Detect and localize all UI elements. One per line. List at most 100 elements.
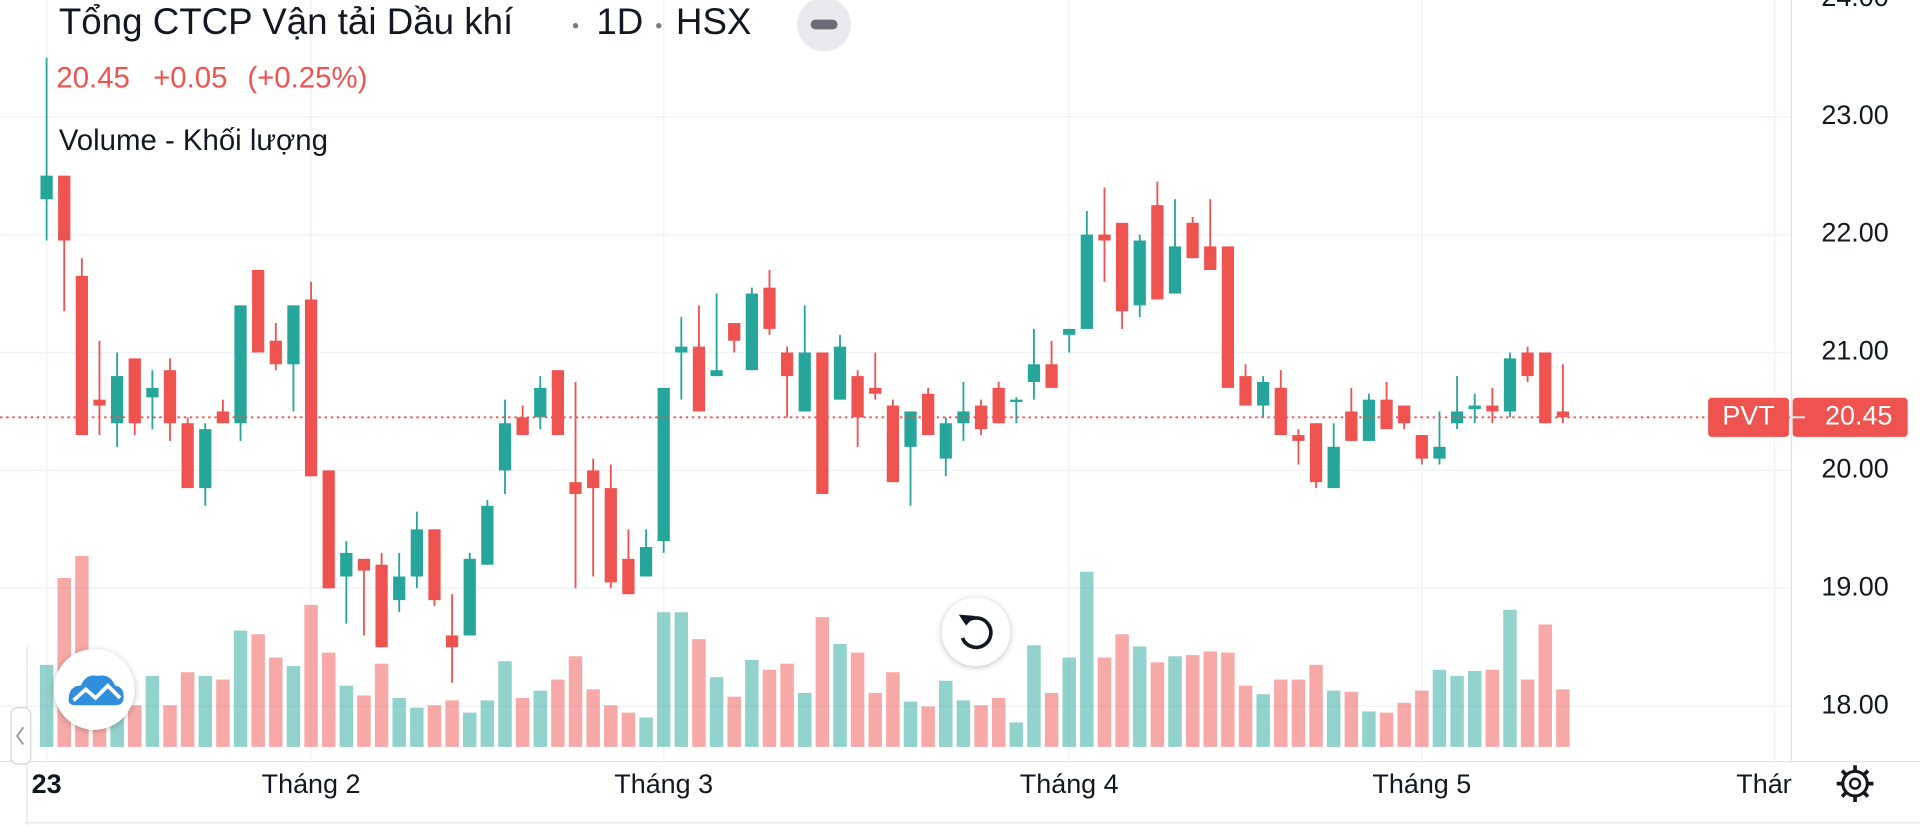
candle-body xyxy=(269,340,282,365)
volume-bar xyxy=(1291,679,1306,747)
y-tick-label: 18.00 xyxy=(1821,689,1888,719)
exchange: HSX xyxy=(676,1,752,42)
candle-body xyxy=(1556,411,1570,418)
volume-bar xyxy=(1309,664,1323,747)
candle-body xyxy=(445,635,459,648)
candle-body xyxy=(1345,411,1358,441)
interval: 1D xyxy=(596,1,643,42)
reset-button[interactable] xyxy=(941,597,1011,667)
volume-bar xyxy=(833,644,847,747)
scroll-handle-bg[interactable] xyxy=(10,707,32,765)
candle-body xyxy=(1503,358,1517,412)
volume-bar xyxy=(1379,712,1394,747)
volume-bar xyxy=(903,701,918,747)
volume-bar xyxy=(480,700,495,747)
volume-bar xyxy=(427,705,442,747)
candle-body xyxy=(58,175,71,241)
candle-body xyxy=(1063,328,1076,335)
candle-body xyxy=(1045,364,1058,388)
volume-bar xyxy=(674,612,689,747)
volume-bar xyxy=(815,617,830,747)
candle-body xyxy=(1309,423,1323,483)
volume-bar xyxy=(1256,694,1270,747)
volume-bar xyxy=(551,679,565,747)
candle-body xyxy=(1204,246,1217,270)
volume-bar xyxy=(1097,657,1112,747)
candle-body xyxy=(40,175,53,200)
candle-body xyxy=(1327,446,1340,489)
x-tick-label: Tháng 3 xyxy=(614,769,713,799)
volume-bar xyxy=(1432,669,1447,747)
candle-body xyxy=(1115,222,1129,312)
candle-body xyxy=(1274,387,1287,436)
candle-body xyxy=(93,399,106,406)
separator xyxy=(656,23,662,29)
candle-body xyxy=(1292,435,1305,441)
x-tick-label: Tháng 2 xyxy=(262,769,361,799)
volume-bar xyxy=(692,639,706,747)
candle-body xyxy=(587,470,600,489)
logo-line xyxy=(72,683,122,702)
volume-bar xyxy=(533,690,548,747)
volume-bar xyxy=(163,705,177,747)
candle-body xyxy=(1468,405,1481,410)
candle-body xyxy=(498,423,512,471)
volume-bar xyxy=(339,685,354,747)
last-price: 20.45 xyxy=(56,61,130,94)
settings-gear-hub xyxy=(1848,777,1862,790)
candle-body xyxy=(287,305,300,365)
volume-bar xyxy=(939,680,953,747)
candle-body xyxy=(551,370,565,436)
volume-bar xyxy=(1450,675,1464,747)
y-tick-label: 21.00 xyxy=(1821,336,1888,366)
volume-bar xyxy=(1133,646,1147,747)
scroll-handle[interactable] xyxy=(10,707,32,765)
volume-bar xyxy=(286,666,301,747)
collapse-button[interactable] xyxy=(797,0,852,52)
x-tick-label: Tháng 5 xyxy=(1372,769,1471,799)
scroll-handle-icon xyxy=(16,726,25,745)
candle-body xyxy=(1133,240,1146,306)
candle-body xyxy=(710,370,723,377)
volume-bar xyxy=(974,705,988,747)
logo-button[interactable] xyxy=(53,648,135,730)
candle-body xyxy=(798,352,811,412)
y-tick-label: 24.00 xyxy=(1821,0,1888,12)
volume-bar xyxy=(180,672,195,747)
volume-bar xyxy=(1274,679,1288,747)
candle-body xyxy=(1380,399,1393,430)
volume-bar xyxy=(269,657,283,747)
volume-bar xyxy=(727,696,741,747)
volume-bar xyxy=(1203,651,1217,747)
candle-body xyxy=(745,293,758,371)
candle-body xyxy=(375,564,388,648)
symbol-label: PVT xyxy=(1722,400,1774,430)
volume-bar xyxy=(1062,657,1076,747)
y-tick-label: 23.00 xyxy=(1821,100,1888,130)
volume-bar xyxy=(392,697,406,747)
candle-body xyxy=(1239,376,1252,406)
candle-body xyxy=(428,529,441,601)
candle-body xyxy=(763,287,776,329)
volume-bar xyxy=(1520,679,1535,747)
volume-bar xyxy=(1344,691,1359,747)
candle-body xyxy=(463,558,476,636)
volume-bar xyxy=(886,672,900,747)
candle-body xyxy=(1486,405,1499,412)
volume-bar xyxy=(850,652,865,747)
volume-bar xyxy=(1538,624,1552,747)
volume-bar xyxy=(410,707,424,747)
candle-body xyxy=(128,358,141,424)
volume-bar xyxy=(1044,693,1059,747)
candle-body xyxy=(869,387,882,394)
candle-body xyxy=(904,411,917,447)
settings-button[interactable] xyxy=(1836,765,1874,803)
candle-body xyxy=(569,482,582,494)
price-change: +0.05 xyxy=(153,61,227,94)
candle-body xyxy=(1257,381,1270,406)
candle-body xyxy=(163,370,177,424)
candle-body xyxy=(780,352,794,377)
logo-cloud xyxy=(68,675,124,706)
reset-bg[interactable] xyxy=(941,597,1011,667)
